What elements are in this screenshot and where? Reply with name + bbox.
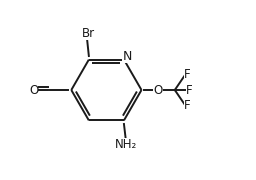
Text: F: F: [186, 84, 193, 96]
Text: F: F: [184, 68, 191, 81]
Text: Br: Br: [81, 27, 94, 40]
Text: NH₂: NH₂: [115, 138, 137, 151]
Text: N: N: [123, 50, 132, 63]
Text: O: O: [153, 84, 162, 96]
Text: F: F: [184, 99, 191, 112]
Text: O: O: [29, 84, 38, 96]
